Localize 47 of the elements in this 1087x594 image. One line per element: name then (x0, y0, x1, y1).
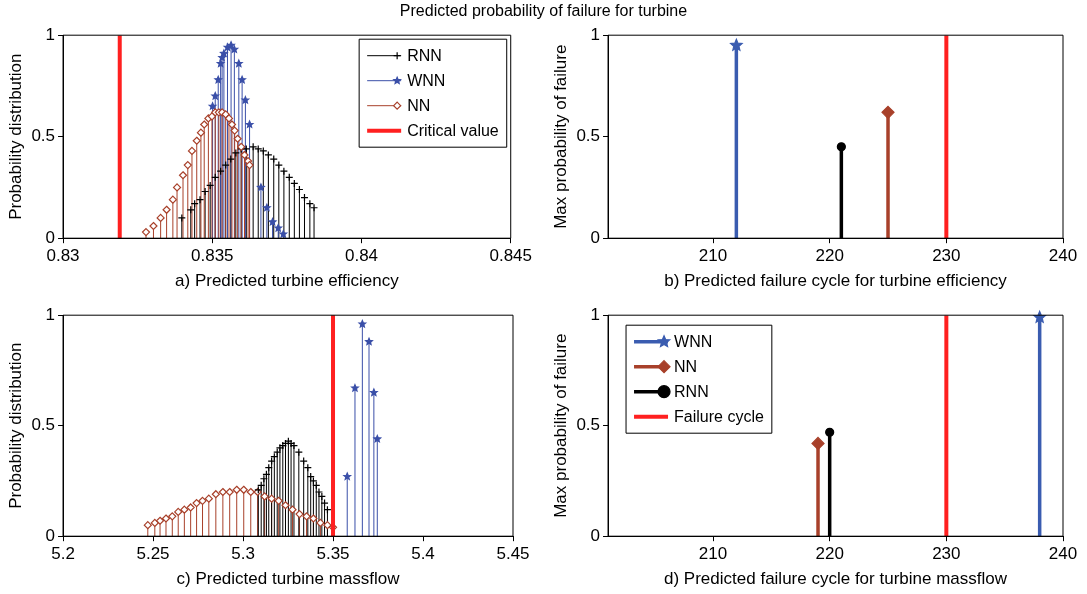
x-tick-label: 5.25 (136, 544, 170, 564)
x-tick-label: 0.845 (489, 246, 532, 266)
x-axis-title: d) Predicted failure cycle for turbine massflow (664, 569, 1008, 589)
y-tick-label: 0 (590, 525, 601, 545)
legend-label: RNN (407, 47, 442, 65)
y-tick-label: 1 (590, 24, 601, 44)
x-tick-label: 220 (815, 246, 844, 266)
y-tick-label: 1 (590, 304, 601, 324)
x-tick-label: 5.45 (496, 544, 530, 564)
y-axis-title: Probability distribution (5, 53, 25, 220)
legend-label: WNN (407, 72, 446, 90)
x-tick-label: 230 (932, 544, 961, 564)
legend-label: Critical value (407, 122, 499, 140)
y-axis-title: Max probability of failure (550, 44, 570, 229)
legend-label: NN (407, 97, 431, 115)
y-tick-label: 0.5 (576, 126, 601, 146)
x-tick-label: 230 (932, 246, 961, 266)
x-tick-label: 5.2 (51, 544, 75, 564)
x-tick-label: 240 (1048, 246, 1078, 266)
text: Predicted probability of failure for turbine (398, 2, 689, 20)
y-tick-label: 0.5 (576, 415, 601, 435)
x-tick-label: 5.4 (411, 544, 435, 564)
x-tick-label: 240 (1048, 544, 1078, 564)
y-tick-label: 1 (45, 304, 56, 324)
y-tick-label: 1 (45, 24, 56, 44)
x-axis-title: a) Predicted turbine efficiency (175, 271, 400, 291)
x-tick-label: 210 (698, 544, 728, 564)
y-tick-label: 0.5 (31, 415, 56, 435)
legend-label: Failure cycle (674, 408, 764, 426)
x-tick-label: 0.835 (190, 246, 234, 266)
x-axis-title: c) Predicted turbine massflow (176, 569, 401, 589)
x-tick-label: 5.3 (231, 544, 255, 564)
x-axis-title: b) Predicted failure cycle for turbine efficiency (664, 271, 1008, 291)
y-tick-label: 0 (45, 525, 56, 545)
y-tick-label: 0 (590, 227, 601, 247)
x-tick-label: 5.35 (316, 544, 350, 564)
legend-label: NN (674, 358, 698, 376)
x-tick-label: 0.83 (46, 246, 80, 266)
y-tick-label: 0.5 (31, 126, 56, 146)
legend-label: WNN (674, 333, 713, 351)
x-tick-label: 0.84 (344, 246, 379, 266)
x-tick-label: 210 (698, 246, 728, 266)
legend-label: RNN (674, 383, 709, 401)
x-tick-label: 220 (815, 544, 844, 564)
y-tick-label: 0 (45, 227, 56, 247)
y-axis-title: Max probability of failure (550, 333, 570, 518)
y-axis-title: Probability distribution (5, 342, 25, 509)
